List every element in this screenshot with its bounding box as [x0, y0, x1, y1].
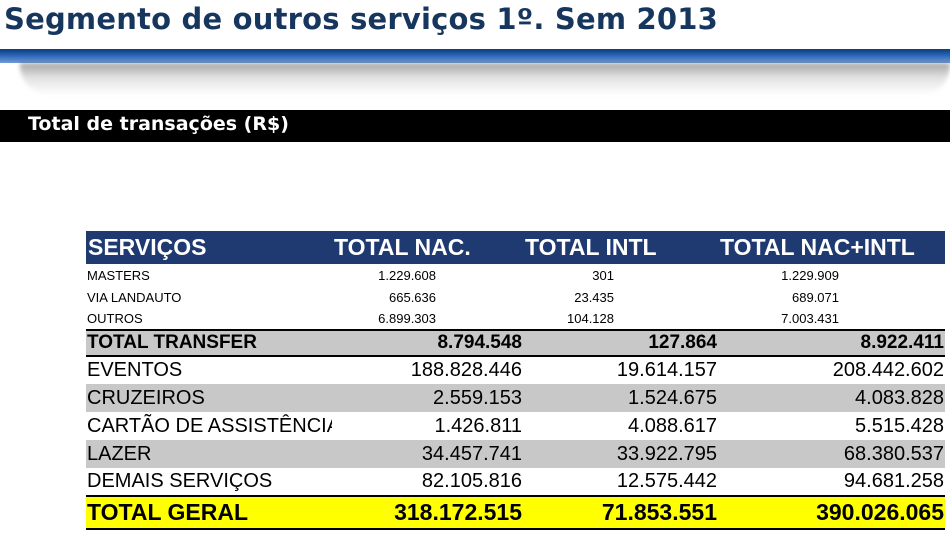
- value-intl: 12.575.442: [616, 470, 717, 492]
- title-bar-shadow: [20, 63, 950, 95]
- row-name: CRUZEIROS: [87, 386, 205, 409]
- value-intl: 71.853.551: [601, 499, 717, 525]
- value-nac: 1.229.608: [378, 267, 436, 283]
- table-row-total-transfer: TOTAL TRANSFER 8.794.548 127.864 8.922.4…: [86, 330, 945, 356]
- row-name: DEMAIS SERVIÇOS: [87, 470, 273, 492]
- header-total-intl: TOTAL INTL: [525, 234, 657, 260]
- value-nac: 6.899.303: [378, 311, 436, 326]
- header-total-nac-intl: TOTAL NAC+INTL: [720, 234, 915, 260]
- value-intl: 127.864: [648, 332, 717, 353]
- value-total: 208.442.602: [832, 359, 944, 381]
- header-total-nac: TOTAL NAC.: [334, 234, 471, 260]
- row-name: MASTERS: [87, 267, 150, 283]
- value-total: 94.681.258: [843, 470, 944, 492]
- value-intl: 23.435: [574, 289, 614, 305]
- value-nac: 2.559.153: [433, 386, 522, 409]
- row-name: CARTÃO DE ASSISTÊNCIA: [87, 414, 332, 437]
- value-intl: 19.614.157: [616, 359, 717, 381]
- table-row-via-landauto: VIA LANDAUTO 665.636 23.435 689.071: [86, 286, 945, 308]
- table-row-cruzeiros: CRUZEIROS 2.559.153 1.524.675 4.083.828: [86, 384, 945, 412]
- value-intl: 301: [592, 267, 614, 283]
- row-name: TOTAL GERAL: [87, 499, 248, 525]
- value-total: 7.003.431: [781, 311, 839, 326]
- table-row-masters: MASTERS 1.229.608 301 1.229.909: [86, 264, 945, 286]
- row-name: VIA LANDAUTO: [87, 289, 182, 305]
- header-servicos: SERVIÇOS: [88, 234, 207, 260]
- value-total: 8.922.411: [860, 332, 944, 353]
- subtitle-bar: Total de transações (R$): [0, 110, 950, 142]
- table-row-lazer: LAZER 34.457.741 33.922.795 68.380.537: [86, 440, 945, 468]
- value-nac: 188.828.446: [410, 359, 522, 381]
- value-nac: 1.426.811: [434, 414, 523, 437]
- services-table: SERVIÇOS TOTAL NAC. TOTAL INTL TOTAL NAC…: [86, 231, 945, 530]
- value-total: 5.515.428: [855, 414, 944, 437]
- value-nac: 665.636: [389, 289, 436, 305]
- value-intl: 1.524.675: [628, 386, 717, 409]
- row-name: LAZER: [87, 442, 152, 465]
- value-nac: 318.172.515: [394, 499, 522, 525]
- value-total: 68.380.537: [843, 442, 944, 465]
- slide-title: Segmento de outros serviços 1º. Sem 2013: [4, 2, 719, 36]
- table-header-row: SERVIÇOS TOTAL NAC. TOTAL INTL TOTAL NAC…: [86, 231, 945, 264]
- title-underline-bar: [0, 49, 950, 63]
- value-total: 4.083.828: [855, 386, 944, 409]
- table-row-outros: OUTROS 6.899.303 104.128 7.003.431: [86, 308, 945, 330]
- value-total: 1.229.909: [781, 267, 839, 283]
- table-row-eventos: EVENTOS 188.828.446 19.614.157 208.442.6…: [86, 356, 945, 384]
- value-nac: 34.457.741: [421, 442, 522, 465]
- value-nac: 82.105.816: [421, 470, 522, 492]
- table-row-cartao-assistencia: CARTÃO DE ASSISTÊNCIA 1.426.811 4.088.61…: [86, 412, 945, 440]
- value-intl: 4.088.617: [628, 414, 717, 437]
- row-name: EVENTOS: [87, 359, 183, 381]
- table-row-demais-servicos: DEMAIS SERVIÇOS 82.105.816 12.575.442 94…: [86, 468, 945, 496]
- value-total: 390.026.065: [816, 499, 944, 525]
- value-intl: 104.128: [567, 311, 614, 326]
- value-nac: 8.794.548: [437, 332, 522, 353]
- subtitle-text: Total de transações (R$): [28, 113, 289, 135]
- value-total: 689.071: [792, 289, 839, 305]
- value-intl: 33.922.795: [616, 442, 717, 465]
- table-row-total-geral: TOTAL GERAL 318.172.515 71.853.551 390.0…: [86, 496, 945, 529]
- row-name: OUTROS: [87, 311, 143, 326]
- row-name: TOTAL TRANSFER: [87, 332, 257, 353]
